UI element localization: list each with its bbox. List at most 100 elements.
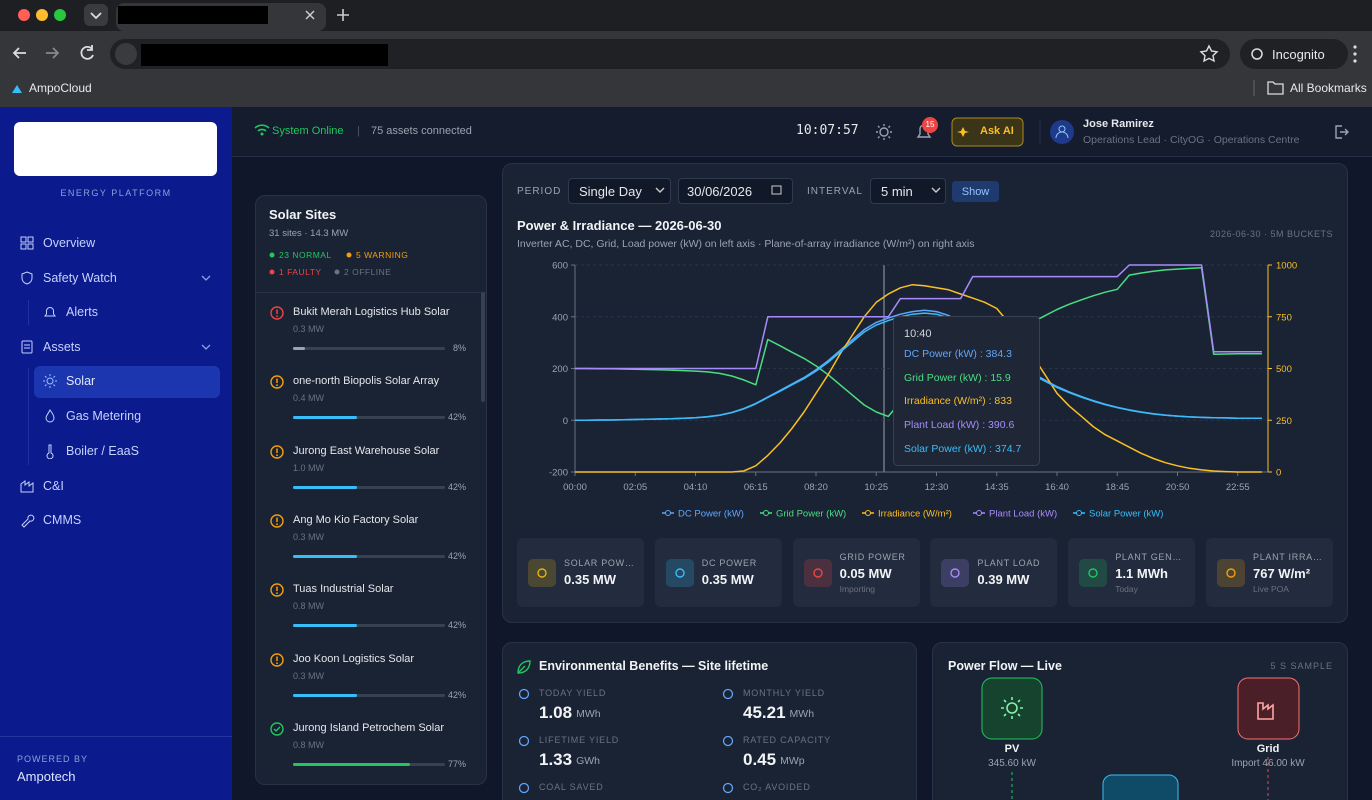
menu-item[interactable]: Assets	[43, 340, 81, 354]
kpi-sub: Live POA	[1253, 584, 1289, 594]
env-label: COAL SAVED	[539, 782, 604, 792]
menu-item[interactable]: Overview	[43, 236, 96, 250]
separator: |	[357, 125, 360, 137]
progress-bar	[293, 416, 357, 420]
control-icons	[655, 185, 941, 195]
site-capacity: 0.8 MW	[293, 601, 325, 612]
kpi-label: PLANT IRRADIANCE	[1253, 552, 1325, 562]
y-tick-label: 400	[552, 312, 568, 323]
legend-marker	[763, 510, 769, 516]
x-tick-label: 22:55	[1226, 482, 1250, 493]
period-select[interactable]	[568, 178, 671, 204]
menu-item[interactable]: Gas Metering	[66, 409, 142, 423]
interval-select[interactable]	[870, 178, 946, 204]
menu-icon	[21, 271, 33, 285]
menu-item[interactable]: C&I	[43, 479, 64, 493]
site-name[interactable]: Joo Koon Logistics Solar	[293, 652, 415, 665]
env-label: MONTHLY YIELD	[743, 688, 825, 698]
env-icon	[722, 688, 734, 700]
incognito-label: Incognito	[1272, 47, 1325, 62]
env-value: 1.33	[539, 750, 573, 769]
env-unit: GWh	[576, 755, 601, 767]
menu-item[interactable]: Safety Watch	[43, 271, 117, 285]
legend-label: Grid Power (kW)	[776, 509, 846, 520]
env-icon	[518, 782, 530, 794]
x-tick-label: 16:40	[1045, 482, 1069, 493]
chart-subtitle: Inverter AC, DC, Grid, Load power (kW) o…	[517, 238, 975, 250]
y-tick-label: 600	[552, 261, 568, 272]
all-bookmarks[interactable]: All Bookmarks	[1290, 81, 1367, 95]
period-label: PERIOD	[517, 186, 562, 197]
x-tick-label: 04:10	[684, 482, 708, 493]
power-flow-diagram	[981, 677, 1300, 800]
kpi-icon	[528, 559, 556, 587]
date-input[interactable]	[678, 178, 793, 204]
env-icon	[722, 735, 734, 747]
progress-track	[293, 416, 445, 420]
kpi-label: SOLAR POWER	[564, 558, 636, 568]
menu-icon	[46, 444, 54, 459]
menu-icon	[20, 480, 34, 493]
site-name[interactable]: Bukit Merah Logistics Hub Solar	[293, 306, 450, 318]
site-name[interactable]: Ang Mo Kio Factory Solar	[293, 513, 419, 526]
kpi-icon	[1217, 559, 1245, 587]
site-status-icon	[270, 375, 284, 389]
toolbar-icons	[12, 39, 1357, 96]
site-name[interactable]: Jurong Island Petrochem Solar	[293, 721, 445, 734]
status-count: 2 OFFLINE	[344, 267, 392, 277]
interval-label: INTERVAL	[807, 186, 863, 197]
system-status: System Online	[272, 125, 344, 137]
y2-tick-label: 750	[1276, 312, 1292, 323]
powered-by: POWERED BY	[17, 754, 89, 764]
progress-label: 42%	[447, 620, 466, 631]
y2-tick-label: 1000	[1276, 261, 1297, 272]
bookmark[interactable]: AmpoCloud	[29, 81, 92, 95]
env-icon	[518, 688, 530, 700]
kpi-icon	[1079, 559, 1108, 587]
progress-track	[293, 554, 445, 558]
sites-divider	[256, 292, 486, 293]
power-flow-title: Power Flow — Live	[948, 659, 1062, 673]
menu-item[interactable]: Alerts	[66, 305, 98, 319]
legend-marker	[865, 510, 871, 516]
y-tick-label: 0	[563, 416, 568, 427]
site-capacity: 1.0 MW	[293, 462, 325, 473]
env-unit: MWh	[576, 708, 601, 720]
site-name[interactable]: Tuas Industrial Solar	[293, 583, 394, 596]
kpi-icon	[941, 559, 970, 587]
progress-bar	[293, 347, 306, 350]
progress-bar	[293, 554, 357, 558]
env-label: LIFETIME YIELD	[539, 735, 620, 745]
leaf-icon	[517, 660, 531, 674]
site-capacity: 0.8 MW	[293, 739, 325, 750]
menu-selected	[34, 366, 220, 398]
y2-tick-label: 0	[1276, 468, 1281, 479]
kpi-glyph	[1088, 568, 1098, 578]
x-tick-label: 02:05	[623, 482, 647, 493]
env-unit: MWh	[789, 708, 815, 720]
menu-item[interactable]: Boiler / EaaS	[66, 444, 139, 458]
menu-icon	[21, 340, 33, 354]
show-label[interactable]: Show	[961, 186, 990, 198]
site-name[interactable]: Jurong East Warehouse Solar	[293, 444, 440, 457]
menu-item[interactable]: CMMS	[43, 513, 82, 527]
assets-connected: 75 assets connected	[371, 125, 472, 137]
menu-item[interactable]: Solar	[66, 374, 96, 388]
site-status-icon	[270, 722, 284, 736]
tooltip: 10:40 DC Power (kW) : 384.3 Grid Power (k…	[893, 316, 1040, 466]
status-dot	[269, 252, 275, 258]
env-icon	[518, 735, 530, 747]
progress-label: 42%	[447, 481, 466, 492]
menu-icon	[45, 409, 55, 423]
site-status-icon	[270, 514, 284, 528]
site-capacity: 0.3 MW	[293, 324, 325, 334]
site-capacity: 0.3 MW	[293, 531, 325, 542]
x-tick-label: 00:00	[563, 482, 587, 493]
show-button[interactable]	[952, 181, 999, 202]
kpi-value: 0.39 MW	[977, 572, 1030, 587]
ask-ai-button[interactable]: Ask AI	[980, 125, 1014, 137]
sites-panel	[255, 195, 487, 785]
progress-bar	[293, 485, 357, 489]
site-name[interactable]: one-north Biopolis Solar Array	[293, 375, 440, 388]
top-bar-icons	[254, 117, 1349, 147]
